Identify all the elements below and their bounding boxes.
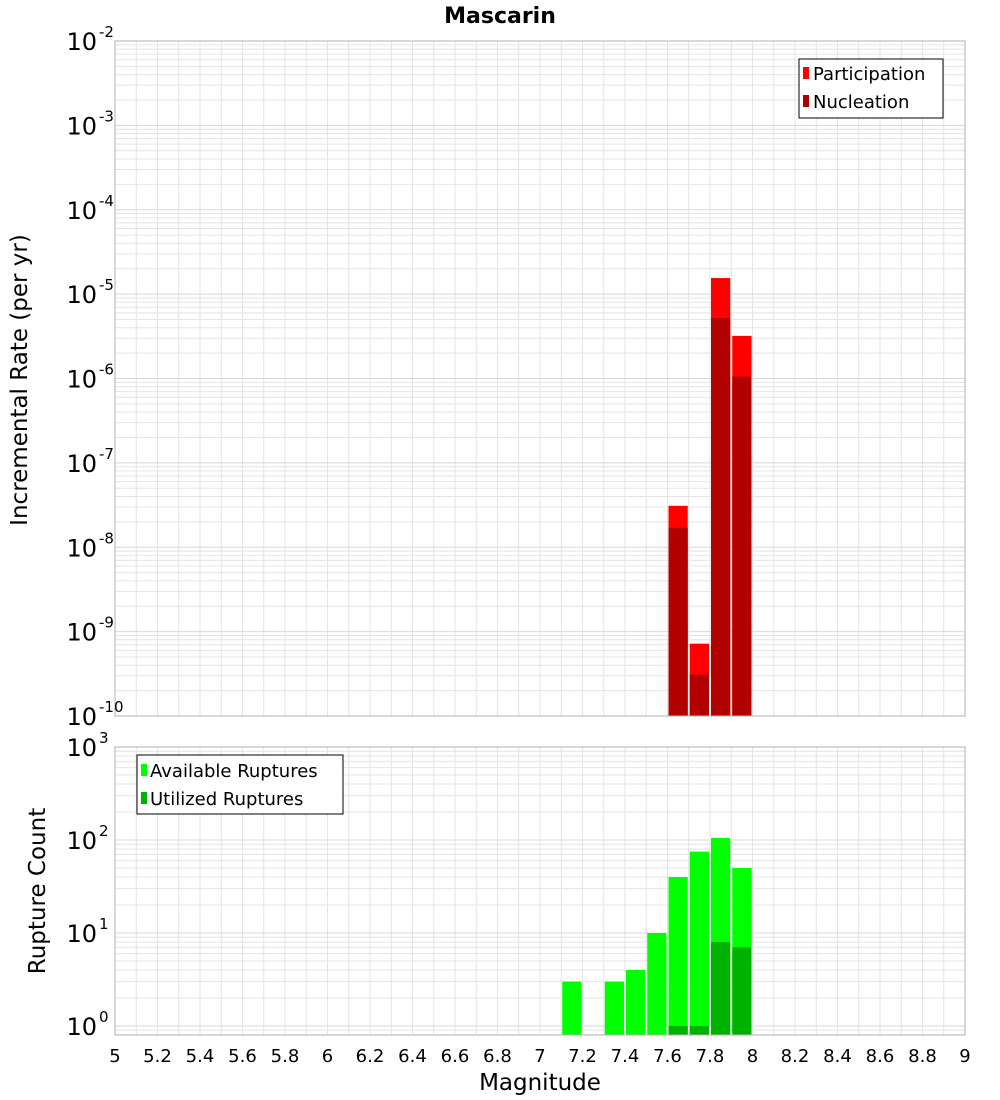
available-legend-label: Available Ruptures xyxy=(150,761,318,782)
rate-legend: Participation Nucleation xyxy=(798,58,944,119)
x-tick-label: 8.4 xyxy=(823,1046,852,1067)
utilized-bar xyxy=(689,1025,709,1035)
x-tick-label: 8.6 xyxy=(866,1046,895,1067)
y-tick-label-exponent: -3 xyxy=(99,107,114,125)
utilized-bar xyxy=(711,942,731,1035)
x-tick-label: 8.8 xyxy=(908,1046,937,1067)
y-tick-label-exponent: -9 xyxy=(99,614,114,632)
y-tick-label-base: 10 xyxy=(66,827,97,855)
y-tick-label-base: 10 xyxy=(66,281,97,309)
available-bar xyxy=(668,877,688,1035)
available-bar xyxy=(626,969,646,1035)
y-tick-label-exponent: -4 xyxy=(99,192,114,210)
nucleation-bar xyxy=(711,318,731,716)
x-tick-label: 6 xyxy=(322,1046,333,1067)
nucleation-legend-label: Nucleation xyxy=(813,92,909,113)
y-tick-label-exponent: -8 xyxy=(99,529,114,547)
x-tick-label: 7.4 xyxy=(611,1046,640,1067)
x-tick-label: 7 xyxy=(534,1046,545,1067)
utilized-legend-swatch xyxy=(141,792,147,804)
x-tick-label: 8 xyxy=(747,1046,758,1067)
count-bars xyxy=(562,838,752,1035)
y-tick-label-exponent: -2 xyxy=(99,23,114,41)
x-tick-label: 5.6 xyxy=(228,1046,257,1067)
count-legend-box xyxy=(136,754,344,815)
available-bar xyxy=(562,981,582,1035)
y-tick-label-exponent: 3 xyxy=(99,729,109,747)
x-tick-label: 6.6 xyxy=(441,1046,470,1067)
participation-legend-label: Participation xyxy=(813,64,925,85)
available-legend-swatch xyxy=(141,764,147,776)
x-axis-tick-labels: 5 5.2 5.4 5.6 5.8 6 6.2 6.4 6.6 6.8 7 7.2 7.4 7.6 7.8 8… xyxy=(109,1046,970,1067)
y-tick-label-base: 10 xyxy=(66,450,97,478)
nucleation-bar xyxy=(732,376,752,716)
x-tick-label: 8.2 xyxy=(781,1046,810,1067)
y-tick-label-base: 10 xyxy=(66,703,97,731)
y-tick-label-exponent: 1 xyxy=(99,915,109,933)
available-bar xyxy=(604,981,624,1035)
rate-y-axis-title: Incremental Rate (per yr) xyxy=(7,234,33,526)
y-tick-label-exponent: 0 xyxy=(99,1008,109,1026)
y-tick-label-base: 10 xyxy=(66,734,97,762)
rate-legend-box xyxy=(798,58,944,119)
nucleation-legend-swatch xyxy=(803,95,809,107)
y-tick-label-base: 10 xyxy=(66,920,97,948)
utilized-bar xyxy=(668,1025,688,1035)
chart-title: Mascarin xyxy=(444,4,556,29)
y-tick-label-base: 10 xyxy=(66,1013,97,1041)
x-tick-label: 7.8 xyxy=(696,1046,725,1067)
x-tick-label: 9 xyxy=(959,1046,970,1067)
rate-bars xyxy=(668,278,752,716)
x-tick-label: 7.2 xyxy=(568,1046,597,1067)
y-tick-label-exponent: -10 xyxy=(99,698,124,716)
participation-legend-swatch xyxy=(803,67,809,79)
count-plot-frame xyxy=(114,746,966,1036)
x-tick-label: 7.6 xyxy=(653,1046,682,1067)
utilized-bar xyxy=(732,947,752,1035)
y-tick-label-base: 10 xyxy=(66,112,97,140)
x-tick-label: 5 xyxy=(109,1046,120,1067)
nucleation-bar xyxy=(689,674,709,716)
x-tick-label: 5.8 xyxy=(271,1046,300,1067)
y-tick-label-exponent: -5 xyxy=(99,276,114,294)
y-tick-label-base: 10 xyxy=(66,28,97,56)
y-tick-label-base: 10 xyxy=(66,534,97,562)
available-bar xyxy=(689,851,709,1035)
y-tick-label-exponent: -6 xyxy=(99,361,114,379)
x-axis-title: Magnitude xyxy=(479,1070,601,1096)
y-tick-label-exponent: 2 xyxy=(99,822,109,840)
x-tick-label: 6.2 xyxy=(356,1046,385,1067)
x-tick-label: 6.8 xyxy=(483,1046,512,1067)
available-bar xyxy=(647,932,667,1035)
x-tick-label: 5.2 xyxy=(143,1046,172,1067)
y-tick-label-base: 10 xyxy=(66,619,97,647)
rate-plot-frame xyxy=(114,40,966,717)
count-y-axis-title: Rupture Count xyxy=(25,808,51,974)
rate-gridlines xyxy=(114,40,966,717)
y-tick-label-exponent: -7 xyxy=(99,445,114,463)
count-legend: Available Ruptures Utilized Ruptures xyxy=(136,754,344,815)
nucleation-bar xyxy=(668,527,688,716)
x-tick-label: 5.4 xyxy=(186,1046,215,1067)
utilized-legend-label: Utilized Ruptures xyxy=(150,789,303,810)
y-tick-label-base: 10 xyxy=(66,366,97,394)
y-tick-label-base: 10 xyxy=(66,197,97,225)
x-tick-label: 6.4 xyxy=(398,1046,427,1067)
